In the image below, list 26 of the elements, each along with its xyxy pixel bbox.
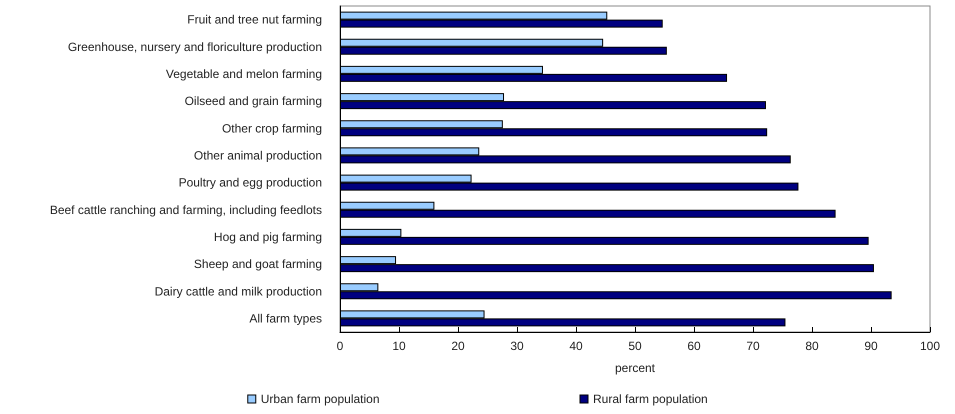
y-tick-label: Dairy cattle and milk production bbox=[154, 284, 322, 298]
y-tick-label: Sheep and goat farming bbox=[194, 257, 322, 272]
y-tick-label: Other crop farming bbox=[222, 121, 322, 136]
y-tick-label: Beef cattle ranching and farming, including feedlots bbox=[50, 202, 322, 217]
legend-label: Urban farm population bbox=[260, 392, 380, 406]
x-tick-label: 50 bbox=[628, 339, 642, 353]
y-tick-label: Oilseed and grain farming bbox=[184, 94, 322, 108]
x-tick-label: 30 bbox=[510, 339, 524, 353]
legend-label: Rural farm population bbox=[593, 392, 708, 406]
y-tick-label: Hog and pig farming bbox=[214, 230, 322, 244]
x-tick-label: 0 bbox=[336, 339, 344, 353]
x-axis-title: percent bbox=[614, 361, 656, 375]
y-tick-label: Fruit and tree nut farming bbox=[187, 12, 322, 27]
y-tick-label: All farm types bbox=[249, 311, 322, 326]
x-tick-label: 100 bbox=[920, 339, 940, 353]
x-tick-label: 80 bbox=[805, 339, 819, 353]
y-tick-label: Vegetable and melon farming bbox=[166, 66, 322, 81]
y-tick-label: Other animal production bbox=[194, 148, 322, 162]
x-tick-label: 40 bbox=[569, 339, 583, 353]
y-tick-label: Poultry and egg production bbox=[178, 176, 322, 190]
x-tick-label: 90 bbox=[864, 339, 878, 353]
x-tick-label: 60 bbox=[687, 339, 701, 353]
x-tick-label: 10 bbox=[392, 339, 406, 353]
y-tick-label: Greenhouse, nursery and floriculture production bbox=[68, 40, 322, 54]
x-tick-label: 20 bbox=[451, 339, 465, 353]
x-tick-label: 70 bbox=[746, 339, 760, 353]
